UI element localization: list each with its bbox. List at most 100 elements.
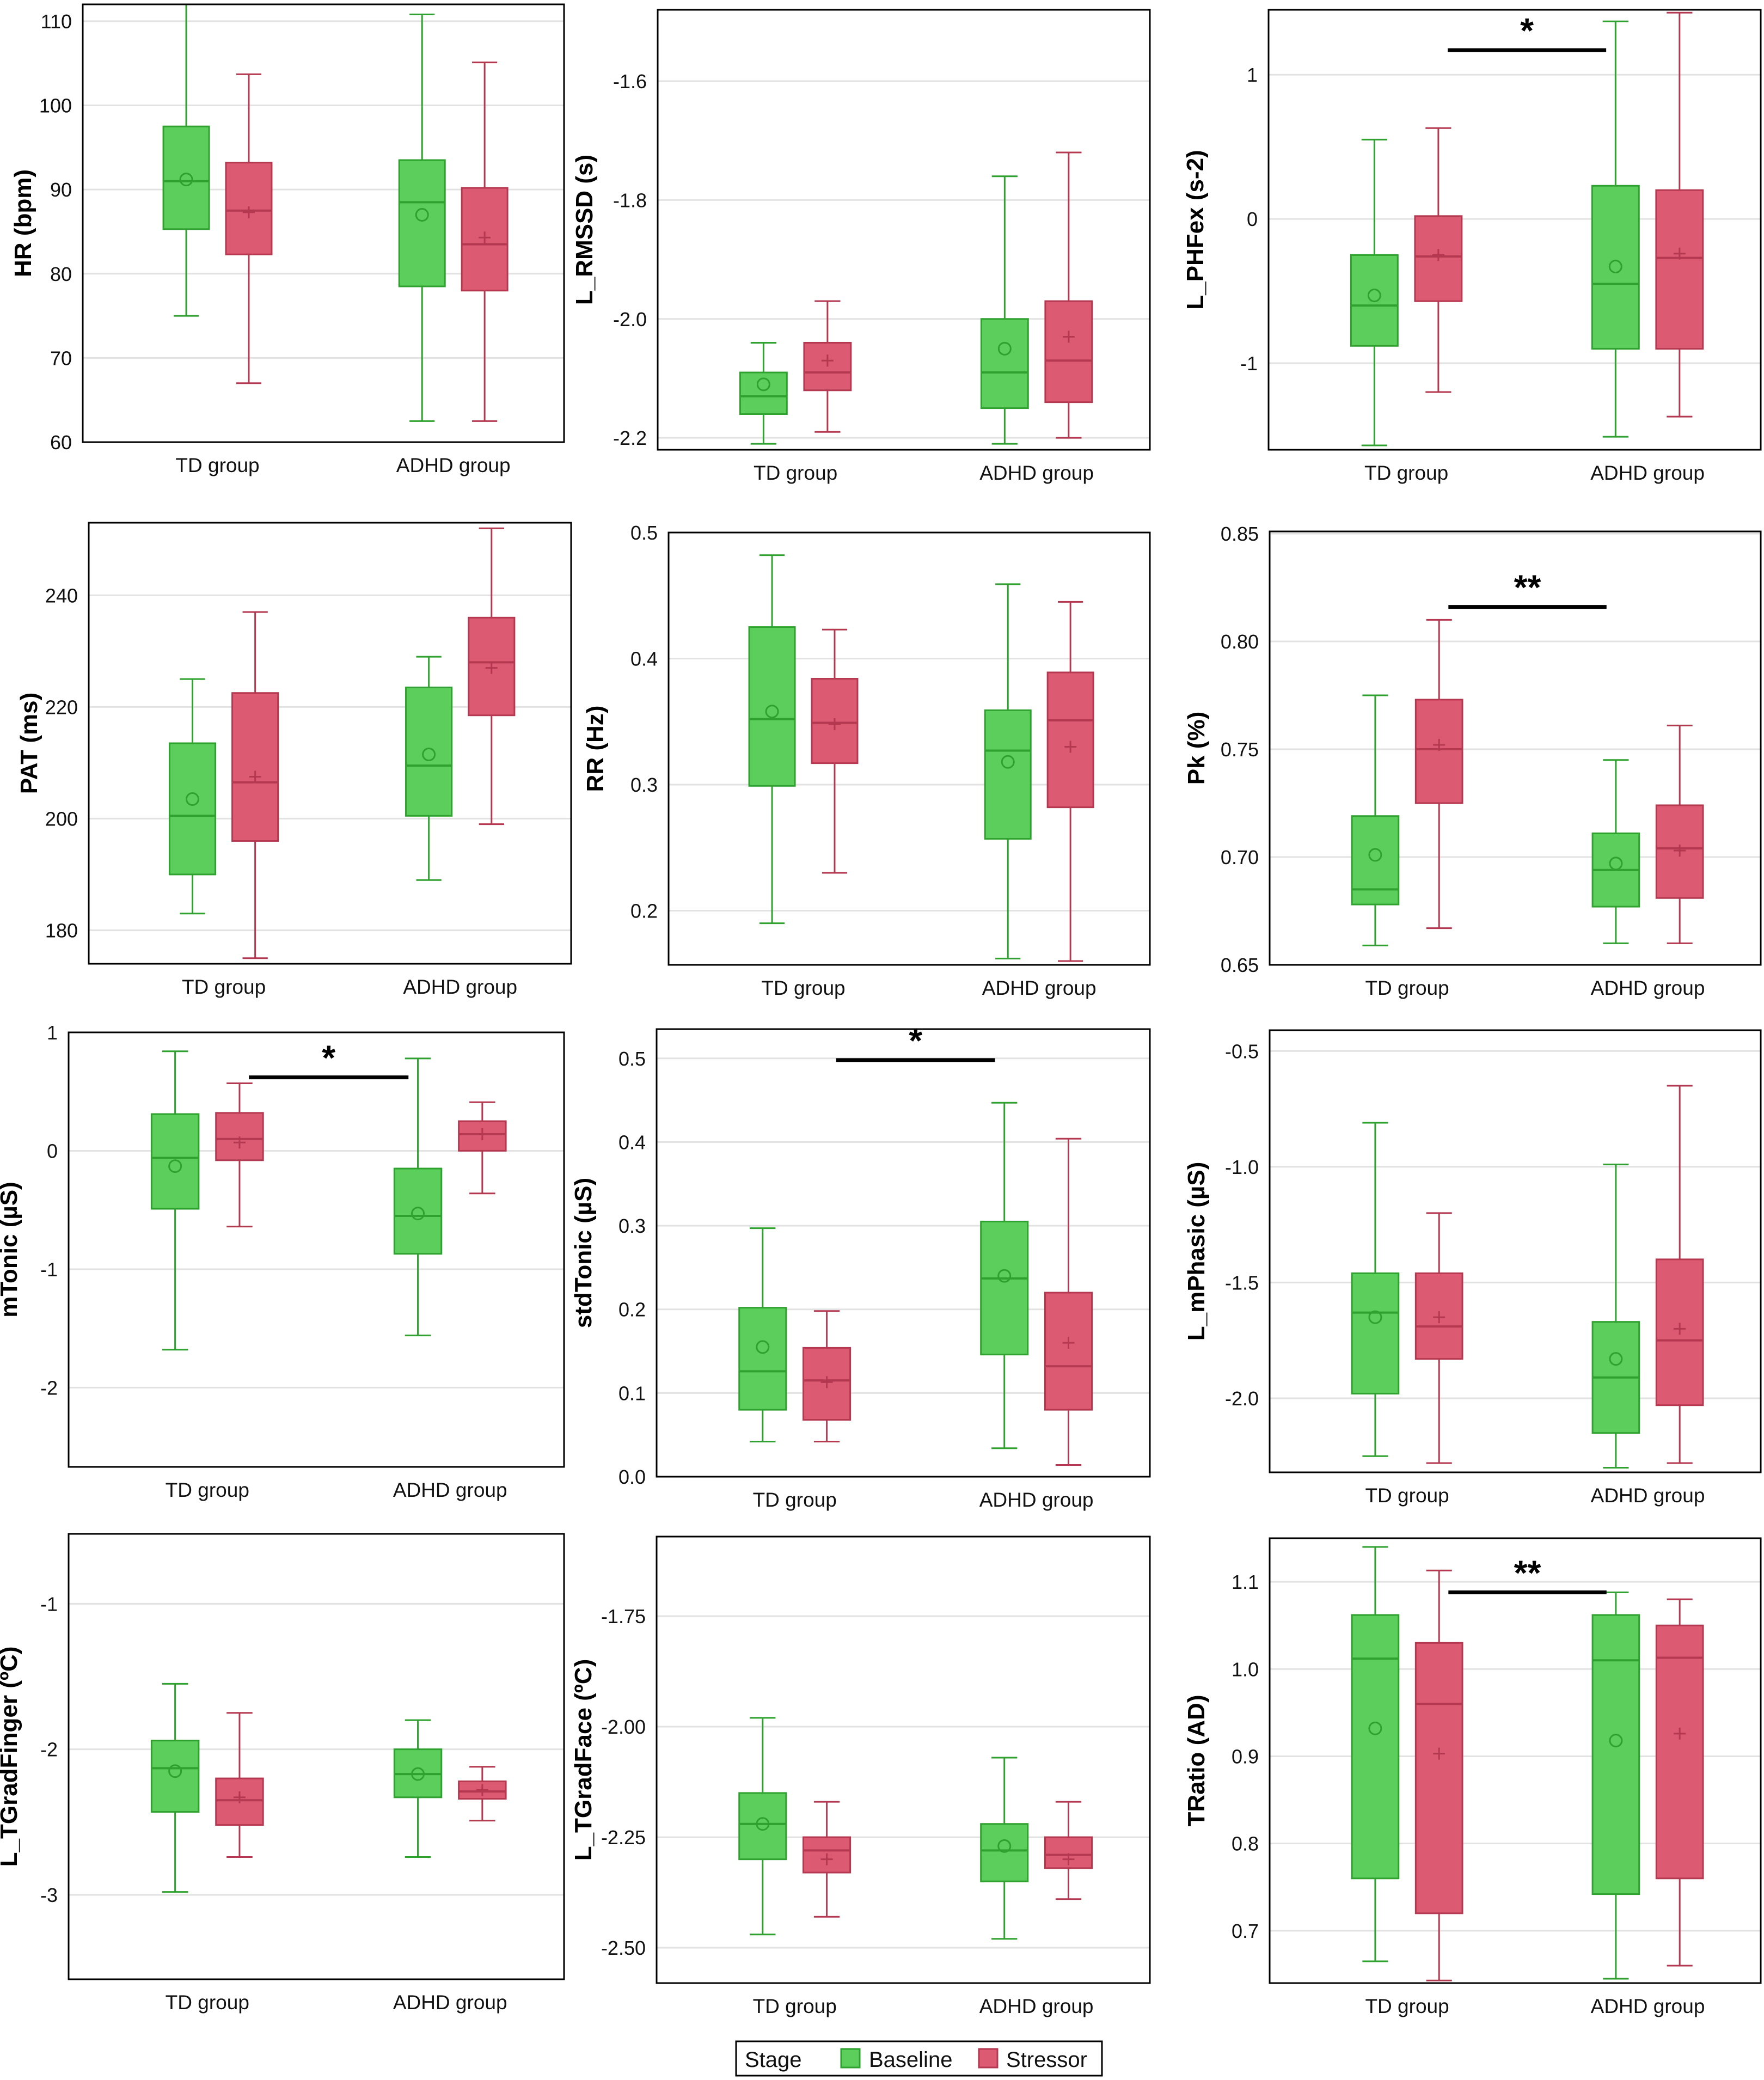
y-tick-label: 110 [41, 10, 72, 33]
box-stressor-adhd [1655, 1598, 1704, 1967]
chart-panel-8: 0.0 0.1 0.2 0.3 0.4 0.5 stdTonic (µS) TD group A… [570, 1021, 1151, 1511]
mean-marker [1609, 1734, 1623, 1748]
box-stressor-td [803, 1801, 852, 1918]
significance-label: * [909, 1021, 922, 1060]
box-baseline-td [150, 1050, 200, 1351]
box-iqr [984, 709, 1032, 840]
mean-marker [1674, 845, 1686, 857]
mean-marker [242, 206, 255, 218]
x-tick-label-td: TD group [754, 462, 837, 484]
mean-marker [479, 231, 491, 244]
y-tick-label: -1.75 [601, 1605, 646, 1628]
mean-marker [821, 354, 834, 367]
box-baseline-adhd [398, 14, 446, 422]
box-iqr [1044, 300, 1093, 403]
box-stressor-adhd [1044, 1801, 1093, 1900]
y-tick-label: 0.5 [630, 522, 658, 544]
mean-marker [820, 1376, 833, 1388]
box-stressor-td [803, 1310, 852, 1442]
mean-marker [185, 792, 199, 806]
y-tick-label: 1.0 [1232, 1658, 1259, 1680]
mean-marker [422, 748, 436, 762]
plot-frame [82, 3, 565, 443]
box-iqr [739, 371, 788, 415]
y-tick-label: -2.0 [613, 308, 647, 331]
y-tick-label: 240 [45, 584, 78, 607]
chart-panel-9: -2.0 -1.5 -1.0 -0.5 L_mPhasic (µS) TD group AD… [1183, 1029, 1762, 1507]
box-baseline-adhd [1591, 1591, 1640, 1980]
box-baseline-adhd [1591, 20, 1640, 438]
y-axis-label: TRatio (AD) [1183, 1695, 1210, 1827]
y-tick-label: -0.5 [1225, 1040, 1259, 1062]
box-iqr [1414, 1642, 1463, 1914]
y-tick-label: 1 [47, 1021, 58, 1044]
box-stressor-adhd [1044, 151, 1093, 439]
mean-marker [756, 377, 770, 391]
mean-marker [1368, 848, 1382, 862]
y-tick-label: -1.6 [613, 70, 647, 93]
y-tick-label: 0.2 [618, 1299, 646, 1321]
y-tick-label: 0.1 [618, 1382, 646, 1404]
box-baseline-adhd [984, 583, 1032, 959]
box-stressor-adhd [458, 1766, 507, 1822]
box-stressor-adhd [468, 527, 516, 825]
mean-marker [1001, 755, 1015, 769]
mean-marker [1433, 1311, 1445, 1324]
box-stressor-td [1414, 619, 1463, 929]
mean-marker [1062, 331, 1075, 343]
y-tick-label: 0.3 [618, 1215, 646, 1237]
x-tick-label-adhd: ADHD group [403, 976, 517, 998]
y-axis-label: Pk (%) [1183, 712, 1210, 785]
mean-marker [476, 1128, 488, 1140]
box-iqr [1414, 699, 1463, 804]
box-iqr [150, 1113, 200, 1210]
mean-marker [179, 173, 193, 187]
mean-marker [997, 1269, 1012, 1283]
chart-panel-6: 0.65 0.70 0.75 0.80 0.85 Pk (%) TD group ADHD g… [1183, 523, 1762, 999]
chart-panel-11: -2.50 -2.25 -2.00 -1.75 L_TGradFace (ºC) TD g… [570, 1535, 1151, 2017]
chart-panel-1: 60 70 80 90 100 110 HR (bpm) TD group ADHD group [10, 3, 565, 476]
box-stressor-adhd [1044, 1137, 1093, 1466]
mean-marker [1674, 1323, 1686, 1335]
y-tick-label: 0.5 [618, 1048, 646, 1070]
y-tick-label: 0.80 [1221, 631, 1259, 653]
box-stressor-td [1414, 1212, 1463, 1464]
plot-frame [1269, 1029, 1762, 1473]
plot-frame [1269, 1537, 1762, 1984]
mean-marker [1609, 1352, 1623, 1366]
box-stressor-td [811, 628, 859, 874]
x-tick-label-adhd: ADHD group [393, 1479, 507, 1501]
plot-frame [657, 9, 1151, 451]
box-iqr [738, 1792, 787, 1861]
y-tick-label: 90 [50, 179, 72, 201]
mean-marker [997, 1839, 1012, 1853]
mean-marker [1367, 289, 1381, 303]
box-iqr [162, 125, 210, 230]
chart-panel-3: -1 0 1 L_PHFex (s-2) TD group ADHD group * [1182, 9, 1762, 484]
y-tick-label: 100 [39, 95, 72, 117]
y-tick-label: 180 [45, 919, 78, 941]
y-tick-label: 0.3 [630, 774, 658, 796]
x-tick-label-adhd: ADHD group [979, 1995, 1094, 2017]
box-stressor-td [215, 1082, 264, 1228]
y-tick-label: -2.2 [613, 427, 647, 449]
plot-frame [667, 531, 1151, 966]
chart-panel-12: 0.7 0.8 0.9 1.0 1.1 TRatio (AD) TD group ADHD g… [1183, 1537, 1762, 2017]
box-stressor-td [803, 300, 852, 433]
y-axis-label: mTonic (µS) [0, 1182, 22, 1317]
y-tick-label: 200 [45, 807, 78, 830]
y-axis-label: HR (bpm) [10, 169, 36, 277]
y-tick-label: 0.85 [1221, 523, 1259, 545]
box-stressor-td [231, 611, 279, 959]
mean-marker [1673, 247, 1686, 260]
legend-swatch-baseline [840, 2048, 861, 2069]
mean-marker [411, 1767, 425, 1781]
y-tick-label: 0.65 [1221, 954, 1259, 976]
legend-label-baseline: Baseline [869, 2048, 952, 2072]
x-tick-label-td: TD group [1365, 1995, 1449, 2017]
box-stressor-adhd [461, 62, 509, 422]
box-baseline-td [162, 3, 210, 317]
x-tick-label-td: TD group [1364, 462, 1448, 484]
y-tick-label: 60 [50, 431, 72, 454]
